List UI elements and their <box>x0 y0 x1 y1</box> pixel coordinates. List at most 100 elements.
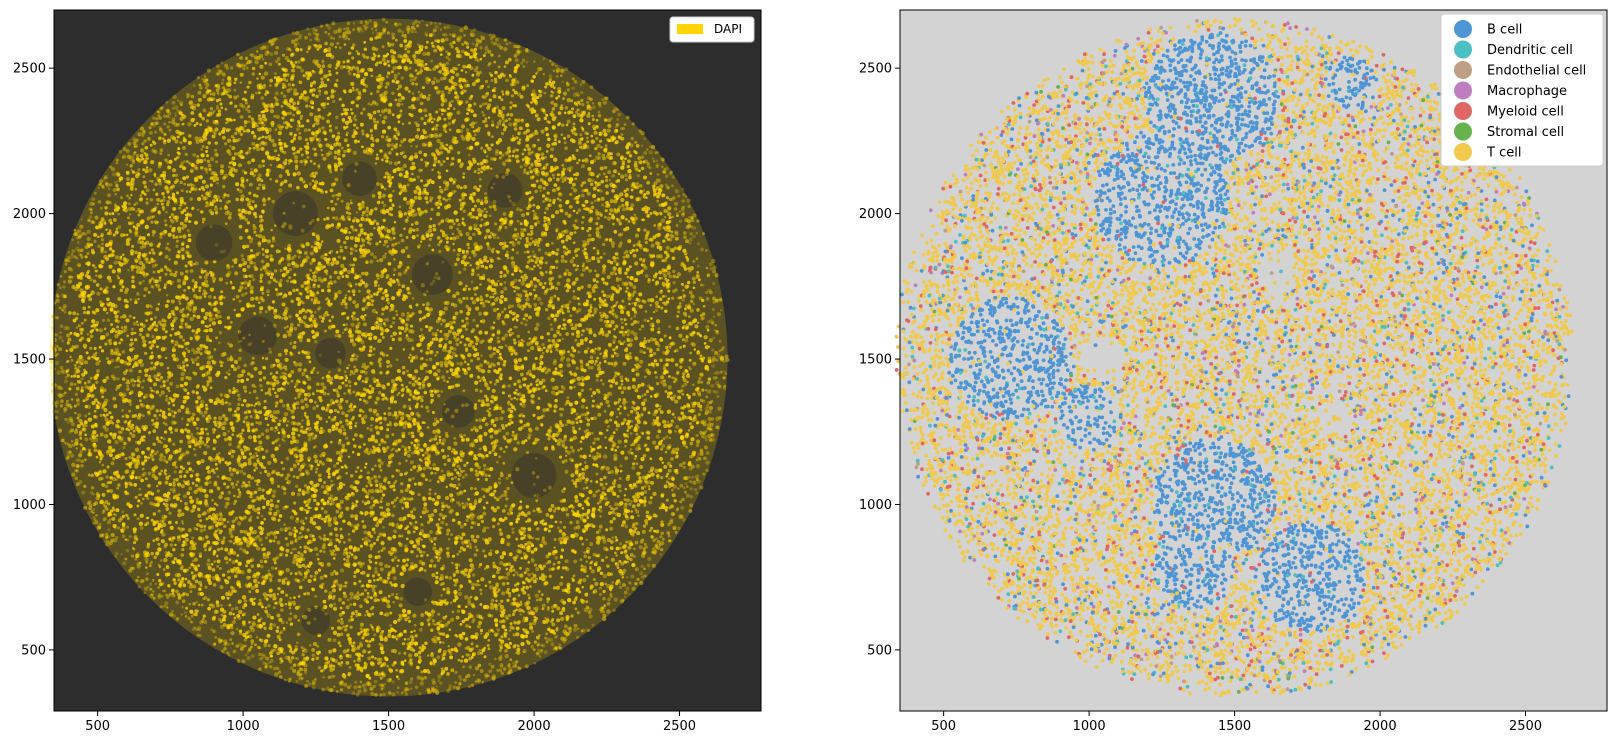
dapi-point <box>256 147 260 151</box>
dapi-point <box>605 179 608 182</box>
dapi-point <box>537 244 540 247</box>
dapi-point <box>507 588 510 591</box>
dapi-point <box>613 431 616 434</box>
dapi-point <box>669 336 672 339</box>
dapi-point <box>358 414 361 417</box>
dapi-point <box>482 304 486 308</box>
dapi-point <box>579 146 582 149</box>
dapi-point <box>286 89 290 93</box>
dapi-point <box>253 404 255 406</box>
dapi-point <box>626 287 629 290</box>
dapi-point <box>143 253 147 257</box>
dapi-point <box>188 445 191 448</box>
dapi-point <box>500 295 504 299</box>
dapi-point <box>445 486 448 489</box>
dapi-point <box>296 186 300 190</box>
dapi-point <box>615 554 618 557</box>
dapi-point <box>599 352 602 355</box>
dapi-point <box>340 534 343 537</box>
dapi-point <box>528 242 532 246</box>
dapi-point <box>592 118 595 121</box>
dapi-point <box>410 441 413 444</box>
dapi-point <box>212 617 216 621</box>
dapi-point <box>49 366 52 369</box>
dapi-point <box>336 583 339 586</box>
dapi-point <box>217 425 220 428</box>
dapi-point <box>527 349 530 352</box>
dapi-point <box>182 146 186 150</box>
dapi-point <box>135 188 138 191</box>
dapi-point <box>448 122 452 126</box>
dapi-point <box>344 246 347 249</box>
dapi-point <box>312 179 314 181</box>
dapi-point <box>408 356 410 358</box>
dapi-point <box>319 550 322 553</box>
dapi-point <box>417 175 420 178</box>
dapi-point <box>576 334 580 338</box>
dapi-point <box>155 551 159 555</box>
dapi-point <box>386 354 389 357</box>
dapi-point <box>620 451 624 455</box>
dapi-point <box>420 516 422 518</box>
dapi-point <box>130 298 132 300</box>
dapi-point <box>540 361 543 364</box>
dapi-point <box>496 570 500 574</box>
dapi-point <box>354 236 357 239</box>
dapi-point <box>450 533 453 536</box>
dapi-point <box>288 315 291 318</box>
dapi-point <box>152 230 156 234</box>
dapi-point <box>391 148 394 151</box>
dapi-point <box>545 308 548 311</box>
dapi-point <box>457 465 460 468</box>
dapi-point <box>477 523 480 526</box>
dapi-point <box>443 160 446 163</box>
dapi-point <box>590 201 593 204</box>
dapi-point <box>522 153 525 156</box>
dapi-point <box>259 224 263 228</box>
dapi-point <box>175 600 179 604</box>
dapi-point <box>152 579 155 582</box>
dapi-point <box>265 536 268 539</box>
dapi-point <box>549 575 552 578</box>
dapi-point <box>164 283 167 286</box>
dapi-point <box>435 25 439 29</box>
dapi-point <box>392 317 395 320</box>
dapi-point <box>437 195 441 199</box>
dapi-point <box>168 197 171 200</box>
dapi-point <box>256 636 259 639</box>
dapi-point <box>570 323 574 327</box>
dapi-point <box>275 401 279 405</box>
dapi-point <box>654 371 657 374</box>
dapi-point <box>400 489 404 493</box>
dapi-point <box>263 553 266 556</box>
dapi-point <box>529 337 531 339</box>
dapi-point <box>221 82 224 85</box>
dapi-point <box>64 418 67 421</box>
dapi-point <box>346 493 349 496</box>
dapi-point <box>109 481 112 484</box>
dapi-point <box>144 352 147 355</box>
dapi-point <box>592 400 595 403</box>
dapi-point <box>147 233 150 236</box>
dapi-point <box>156 573 159 576</box>
dapi-point <box>126 164 128 166</box>
dapi-point <box>539 267 541 269</box>
dapi-point <box>634 582 637 585</box>
dapi-point <box>498 576 502 580</box>
dapi-point <box>291 421 295 425</box>
dapi-point <box>521 119 525 123</box>
dapi-point <box>643 175 647 179</box>
dapi-point <box>283 523 286 526</box>
dapi-point <box>337 394 340 397</box>
dapi-point <box>651 244 655 248</box>
dapi-point <box>253 598 255 600</box>
dapi-point <box>274 430 276 432</box>
dapi-point <box>193 372 197 376</box>
dapi-point <box>331 207 335 211</box>
dapi-point <box>640 155 644 159</box>
dapi-point <box>282 54 285 57</box>
dapi-point <box>556 75 559 78</box>
dapi-point <box>269 508 272 511</box>
dapi-point <box>354 369 358 373</box>
dapi-point <box>201 194 204 197</box>
